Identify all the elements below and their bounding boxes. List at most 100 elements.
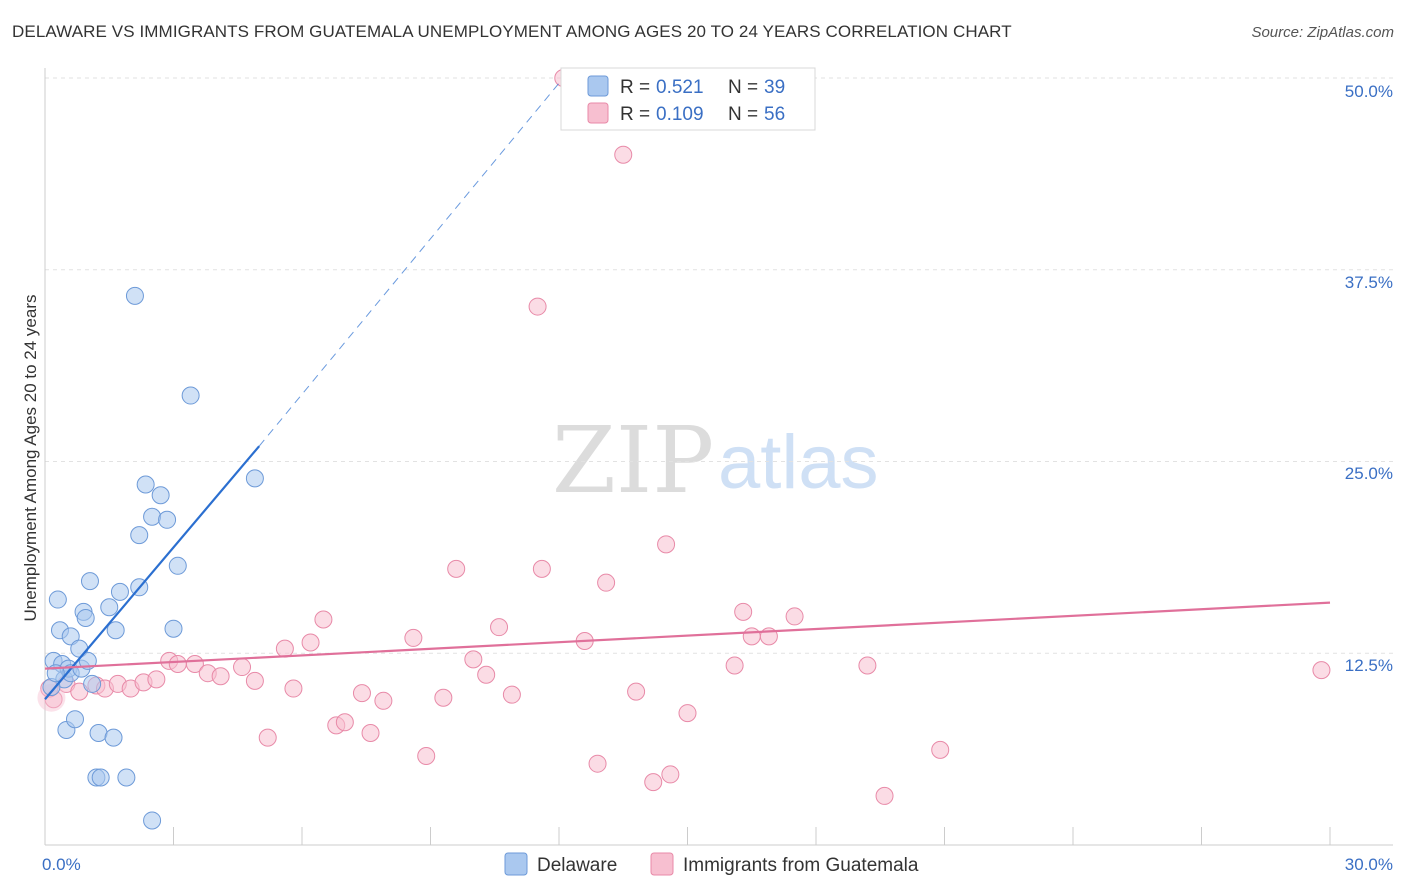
- guatemala-point: [314, 610, 333, 629]
- delaware-point: [106, 621, 125, 640]
- trend-lines: [44, 77, 1331, 700]
- delaware-point: [143, 507, 162, 526]
- source-note: Source: ZipAtlas.com: [1251, 24, 1394, 41]
- delaware-point: [143, 811, 162, 830]
- bottom-legend-swatch-delaware: [504, 852, 528, 876]
- y-axis-title: Unemployment Among Ages 20 to 24 years: [21, 295, 40, 622]
- guatemala-point: [931, 740, 950, 759]
- delaware-point: [48, 590, 67, 609]
- delaware-point: [164, 619, 183, 638]
- bottom-legend-swatch-guatemala: [650, 852, 674, 876]
- delaware-point: [100, 598, 119, 617]
- delaware-point: [76, 608, 95, 627]
- guatemala-point: [875, 786, 894, 805]
- guatemala-point: [678, 704, 697, 723]
- delaware-point: [158, 510, 177, 529]
- delaware-trend-extension: [258, 77, 564, 447]
- guatemala-point: [532, 559, 551, 578]
- y-tick-label-12-5: 12.5%: [1345, 656, 1393, 675]
- grid-lines: [45, 77, 1393, 654]
- guatemala-point: [614, 145, 633, 164]
- guatemala-point: [644, 773, 663, 792]
- delaware-point: [130, 526, 149, 545]
- guatemala-trend-line: [44, 601, 1331, 670]
- chart-title: DELAWARE VS IMMIGRANTS FROM GUATEMALA UN…: [12, 22, 1012, 41]
- series-guatemala-points: [37, 69, 1331, 805]
- guatemala-point: [477, 665, 496, 684]
- legend-swatch-guatemala: [587, 102, 609, 124]
- guatemala-point: [627, 682, 646, 701]
- delaware-point: [151, 486, 170, 505]
- y-tick-label-25: 25.0%: [1345, 464, 1393, 483]
- guatemala-point: [404, 628, 423, 647]
- delaware-point: [125, 286, 144, 305]
- guatemala-point: [742, 627, 761, 646]
- x-tick-label-max: 30.0%: [1345, 855, 1393, 874]
- guatemala-point: [147, 670, 166, 689]
- legend-swatch-delaware: [587, 75, 609, 97]
- legend-r-value-delaware: 0.521: [656, 77, 704, 98]
- y-axis-tick-labels: 50.0% 37.5% 25.0% 12.5%: [1345, 82, 1393, 675]
- delaware-point: [110, 582, 129, 601]
- delaware-point: [89, 724, 108, 743]
- bottom-legend-label-delaware: Delaware: [537, 855, 617, 876]
- guatemala-point: [725, 656, 744, 675]
- delaware-point: [245, 469, 264, 488]
- watermark-atlas: atlas: [718, 420, 879, 505]
- legend-n-label-guatemala: N =: [728, 104, 758, 125]
- legend-r-value-guatemala: 0.109: [656, 104, 704, 125]
- legend-r-label-delaware: R =: [620, 77, 650, 98]
- guatemala-point: [434, 688, 453, 707]
- bottom-legend-label-guatemala: Immigrants from Guatemala: [683, 855, 919, 876]
- delaware-point: [91, 768, 110, 787]
- guatemala-point: [588, 754, 607, 773]
- guatemala-point: [245, 671, 264, 690]
- guatemala-point: [335, 713, 354, 732]
- guatemala-point: [464, 650, 483, 669]
- legend-box: R = 0.521 N = 39 R = 0.109 N = 56: [560, 67, 816, 131]
- delaware-point: [168, 556, 187, 575]
- delaware-point: [83, 674, 102, 693]
- guatemala-point: [858, 656, 877, 675]
- legend-n-value-delaware: 39: [764, 77, 785, 98]
- guatemala-point: [284, 679, 303, 698]
- guatemala-point: [657, 535, 676, 554]
- guatemala-point: [661, 765, 680, 784]
- guatemala-point: [168, 654, 187, 673]
- guatemala-point: [447, 559, 466, 578]
- guatemala-point: [597, 573, 616, 592]
- guatemala-point: [490, 618, 509, 637]
- delaware-point: [104, 728, 123, 747]
- guatemala-point: [417, 747, 436, 766]
- guatemala-point: [1312, 661, 1331, 680]
- delaware-trend-line: [44, 445, 261, 700]
- guatemala-point: [528, 297, 547, 316]
- guatemala-point: [352, 684, 371, 703]
- guatemala-point: [258, 728, 277, 747]
- axes: [44, 68, 1393, 846]
- legend-n-value-guatemala: 56: [764, 104, 785, 125]
- x-tick-label-min: 0.0%: [42, 855, 81, 874]
- bottom-legend: Delaware Immigrants from Guatemala: [504, 852, 919, 876]
- guatemala-point: [734, 602, 753, 621]
- delaware-point: [181, 386, 200, 405]
- delaware-point: [117, 768, 136, 787]
- delaware-point: [136, 475, 155, 494]
- series-delaware-points: [42, 286, 264, 830]
- y-tick-label-50: 50.0%: [1345, 82, 1393, 101]
- guatemala-point: [374, 691, 393, 710]
- delaware-point: [61, 627, 80, 646]
- legend-n-label-delaware: N =: [728, 77, 758, 98]
- guatemala-point: [211, 667, 230, 686]
- watermark-zip: ZIP: [552, 407, 714, 514]
- guatemala-point: [361, 724, 380, 743]
- delaware-point: [65, 710, 84, 729]
- guatemala-point: [301, 633, 320, 652]
- guatemala-point: [502, 685, 521, 704]
- guatemala-point: [275, 639, 294, 658]
- guatemala-point: [233, 658, 252, 677]
- delaware-point: [80, 572, 99, 591]
- y-tick-label-37-5: 37.5%: [1345, 273, 1393, 292]
- guatemala-point: [785, 607, 804, 626]
